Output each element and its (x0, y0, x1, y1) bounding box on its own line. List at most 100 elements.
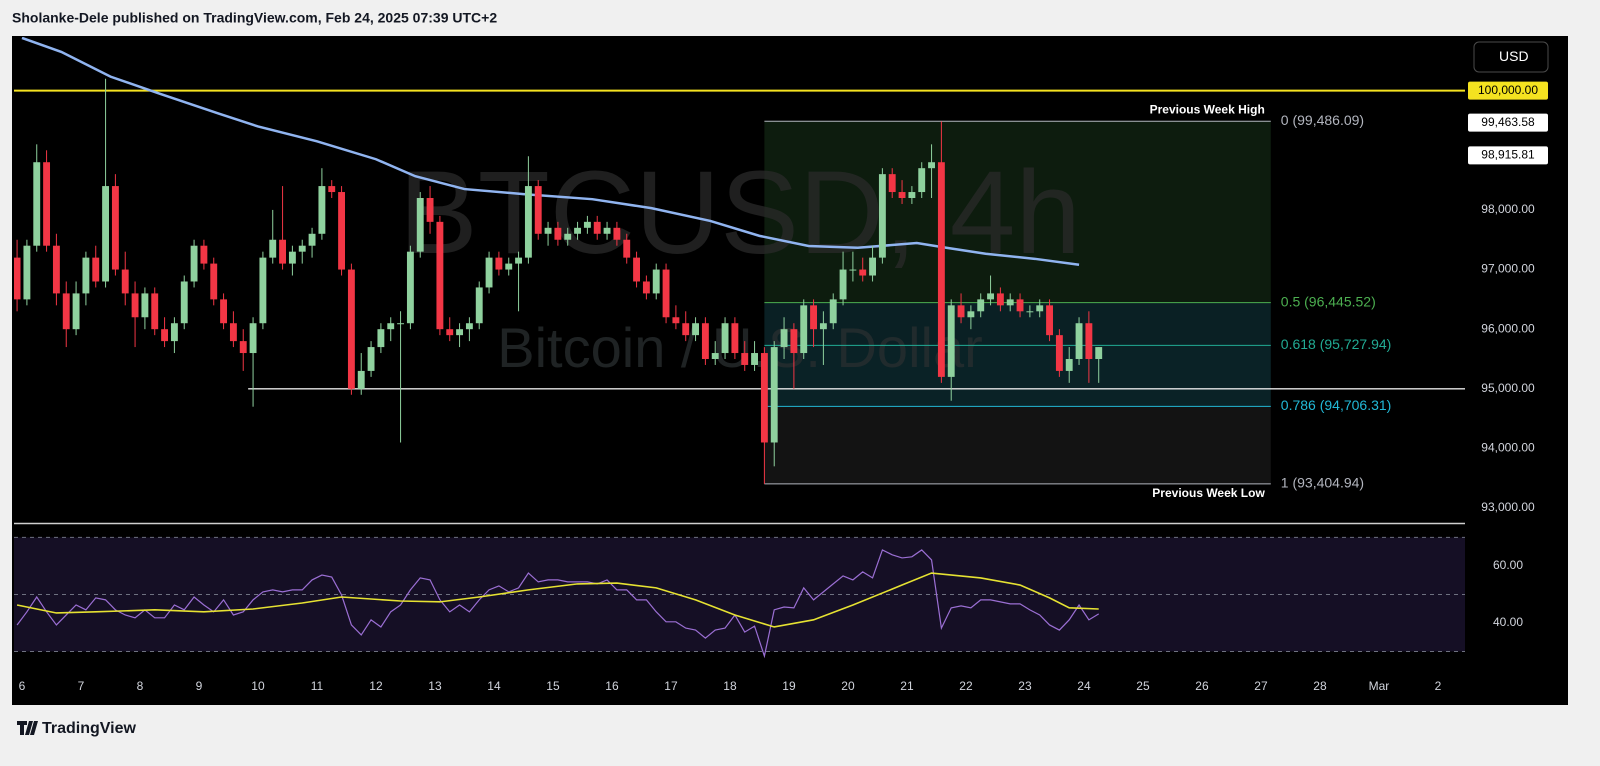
candle-body (633, 257, 641, 282)
currency-button[interactable]: USD (1473, 41, 1549, 73)
x-tick-label: 17 (664, 679, 678, 693)
candle-body (810, 305, 817, 330)
candle-body (416, 198, 424, 252)
candle-body (564, 233, 572, 240)
candle-body (210, 263, 218, 300)
candle-body (387, 323, 395, 330)
x-tick-label: 12 (369, 679, 383, 693)
candle-body (819, 323, 827, 330)
axes: 93,000.00 94,000.00 95,000.00 96,000.00 97,0… (19, 81, 1548, 693)
rsi-line (16, 549, 1100, 659)
candle-body (200, 245, 208, 264)
candle-body (613, 227, 621, 240)
candle-body (288, 251, 296, 264)
candle-body (377, 329, 385, 348)
fib-level-label: 1 (93,404.94) (1281, 475, 1364, 491)
price-tag-label: 98,915.81 (1481, 147, 1535, 161)
x-tick-label: 27 (1254, 679, 1268, 693)
candle-body (180, 281, 188, 324)
candle-body (475, 287, 483, 324)
x-tick-label: 7 (78, 679, 85, 693)
publish-header: Sholanke-Dele published on TradingView.c… (12, 10, 497, 26)
fib-zone (764, 345, 1271, 407)
candle-body (642, 281, 650, 294)
candle-body (534, 186, 542, 234)
x-tick-label: 22 (959, 679, 973, 693)
candle-body (593, 221, 601, 234)
candle-body (829, 299, 837, 324)
candle-body (937, 162, 945, 377)
candle-body (751, 353, 758, 365)
candle-body (190, 245, 198, 282)
candle-body (495, 257, 503, 270)
x-tick-label: 19 (782, 679, 796, 693)
x-tick-label: 18 (723, 679, 737, 693)
candle-body (367, 347, 375, 371)
candle-body (318, 186, 326, 234)
x-tick-label: 25 (1136, 679, 1150, 693)
candle-body (662, 269, 670, 318)
candle-body (102, 186, 110, 282)
fib-zone (764, 121, 1271, 303)
candle-body (357, 370, 365, 389)
candle-body (1016, 299, 1024, 312)
candle-body (249, 323, 257, 354)
candle-body (1036, 305, 1044, 312)
candle-body (544, 227, 552, 234)
price-tag (1468, 81, 1548, 100)
candle-body (338, 192, 346, 270)
brand-name[interactable]: TradingView (42, 720, 137, 737)
candle-body (780, 329, 788, 348)
candle-body (72, 293, 80, 330)
fib-low-label: Previous Week Low (1152, 486, 1265, 500)
x-tick-label: 13 (428, 679, 442, 693)
currency-label[interactable]: USD (1499, 48, 1529, 64)
candle-body (869, 257, 876, 276)
fib-level-label: 0.618 (95,727.94) (1281, 336, 1392, 352)
price-tag-label: 100,000.00 (1478, 83, 1538, 97)
candle-body (62, 293, 70, 330)
x-tick-label: Mar (1369, 679, 1390, 693)
x-tick-label: 15 (546, 679, 560, 693)
rsi-line (16, 572, 1099, 628)
rsi-y-tick-label: 40.00 (1493, 615, 1523, 629)
price-pane: BTCUSD, 4h Bitcoin / U.S. Dollar 0 (99,486… (14, 37, 1465, 500)
candle-body (1075, 323, 1083, 359)
candle-body (33, 162, 41, 246)
candle-body (220, 299, 228, 324)
candle-body (898, 192, 906, 198)
candle-body (800, 305, 808, 354)
candle-body (82, 257, 90, 294)
candle-body (426, 198, 434, 222)
candle-body (928, 162, 935, 169)
currency-button-frame[interactable] (1473, 41, 1549, 73)
x-tick-label: 23 (1018, 679, 1032, 693)
candle-body (1055, 335, 1063, 371)
candle-body (161, 329, 169, 342)
candle-body (603, 227, 611, 234)
candle-body (574, 227, 582, 234)
candle-body (446, 329, 454, 336)
candle-body (328, 186, 336, 193)
x-tick-label: 24 (1077, 679, 1091, 693)
candle-body (229, 323, 237, 342)
candle-body (682, 323, 690, 336)
candle-body (308, 233, 316, 246)
candle-body (515, 257, 523, 264)
candle-body (859, 269, 867, 276)
candle-body (721, 323, 729, 354)
y-tick-label: 95,000.00 (1481, 381, 1535, 395)
candle-body (298, 245, 306, 252)
candle-body (839, 269, 847, 300)
candle-body (259, 257, 267, 324)
candle-body (770, 347, 778, 443)
candle-body (465, 323, 473, 330)
brand[interactable]: TradingView (17, 720, 137, 737)
x-tick-label: 28 (1313, 679, 1327, 693)
candle-body (908, 192, 916, 198)
candle-body (347, 269, 355, 389)
brand-logo (17, 721, 38, 735)
candle-body (790, 329, 798, 354)
x-tick-label: 10 (251, 679, 265, 693)
